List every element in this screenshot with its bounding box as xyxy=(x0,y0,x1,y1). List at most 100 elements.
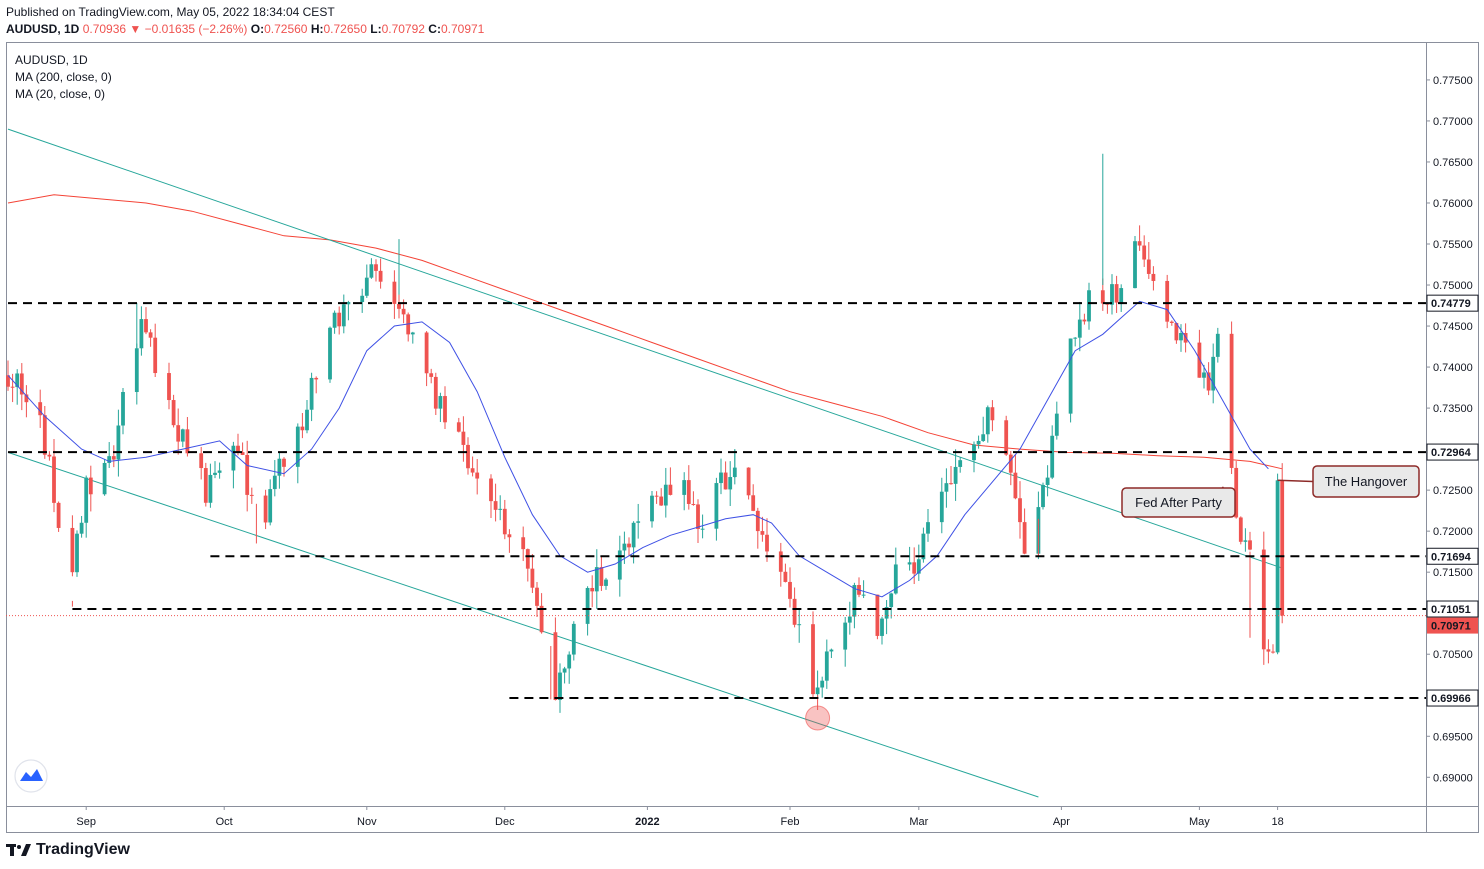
candle-body xyxy=(456,422,461,432)
plot-frame xyxy=(6,42,1479,833)
candle-body xyxy=(686,480,691,504)
candle-body xyxy=(893,564,898,594)
candle-body xyxy=(107,456,112,463)
callout-pointer xyxy=(1277,479,1314,483)
tradingview-logo-icon[interactable] xyxy=(14,759,48,793)
level-price-tag xyxy=(1426,443,1479,461)
candle-body xyxy=(10,386,15,388)
y-tick-label: 0.70500 xyxy=(1433,649,1473,661)
candle-body xyxy=(594,567,599,592)
candle-body xyxy=(1266,649,1271,652)
candle-body xyxy=(52,456,56,503)
candle-body xyxy=(650,495,654,522)
candle-body xyxy=(493,501,498,510)
candle-body xyxy=(337,312,342,327)
candle-body xyxy=(443,396,447,423)
candle-body xyxy=(553,632,558,701)
candle-body xyxy=(976,440,981,445)
candle-body xyxy=(139,319,144,349)
candle-body xyxy=(530,568,535,588)
ma20-line xyxy=(7,300,1269,598)
candle-body xyxy=(360,295,365,303)
candle-body xyxy=(1008,454,1013,473)
callout-label: The Hangover xyxy=(1325,474,1408,489)
candle-body xyxy=(1073,337,1078,339)
candle-body xyxy=(1229,333,1234,468)
candle-body xyxy=(944,483,949,492)
tradingview-mark-icon xyxy=(6,844,31,856)
candle-body xyxy=(590,587,595,592)
symbol-timeframe: AUDUSD, 1D xyxy=(6,22,80,36)
candle-body xyxy=(38,402,43,416)
y-tick-label: 0.72500 xyxy=(1433,485,1473,497)
candle-body xyxy=(755,510,760,532)
candle-body xyxy=(815,687,820,695)
open-label: O: xyxy=(250,22,265,36)
candle-body xyxy=(949,483,953,485)
candle-body xyxy=(916,559,921,574)
footer-brand[interactable]: TradingView xyxy=(6,841,130,859)
candle-body xyxy=(341,304,346,327)
candle-body xyxy=(760,531,765,535)
candle-body xyxy=(1165,280,1170,322)
candle-body xyxy=(410,332,415,335)
legend-ma200: MA (200, close, 0) xyxy=(15,70,112,84)
candle-body xyxy=(765,534,769,552)
candle-body xyxy=(525,549,530,569)
current-price-tag xyxy=(1427,617,1478,634)
candle-body xyxy=(751,495,756,511)
candle-body xyxy=(1087,290,1091,322)
candle-body xyxy=(314,377,319,380)
level-price-tag xyxy=(1426,294,1479,312)
candle-body xyxy=(392,281,397,304)
candle-body xyxy=(1197,342,1202,378)
candle-body xyxy=(985,407,990,435)
ohlc-header: AUDUSD, 1D 0.70936 ▼ −0.01635 (−2.26%) O… xyxy=(6,22,484,36)
trendline-upper-channel xyxy=(7,128,1283,569)
candle-body xyxy=(424,332,429,374)
candle-body xyxy=(231,445,236,471)
candle-body xyxy=(75,533,79,573)
candle-body xyxy=(1018,498,1022,523)
low-highlight-marker xyxy=(805,705,831,731)
candle-body xyxy=(1114,284,1119,303)
x-tick-label: Sep xyxy=(76,816,96,828)
candle-body xyxy=(875,594,880,636)
candle-body xyxy=(401,308,406,315)
candle-body xyxy=(1146,259,1151,274)
legend-symbol: AUDUSD, 1D xyxy=(15,53,88,67)
ma200-line xyxy=(7,194,1283,470)
candle-body xyxy=(958,460,963,467)
candle-body xyxy=(305,409,309,431)
candle-body xyxy=(1243,540,1248,542)
candle-body xyxy=(121,392,125,426)
candle-body xyxy=(208,474,213,503)
candle-body xyxy=(700,528,705,530)
candle-body xyxy=(268,489,273,523)
candle-body xyxy=(1271,651,1275,653)
candle-body xyxy=(19,373,24,395)
candle-body xyxy=(1133,241,1137,289)
candle-body xyxy=(332,312,337,328)
candle-body xyxy=(889,593,894,608)
level-price-label: 0.71051 xyxy=(1431,604,1471,616)
level-price-tag xyxy=(1426,689,1479,707)
candle-body xyxy=(617,550,622,580)
level-price-label: 0.74779 xyxy=(1431,298,1471,310)
candle-body xyxy=(203,468,208,503)
y-tick-label: 0.72000 xyxy=(1433,526,1473,538)
low-label: L: xyxy=(370,22,382,36)
candle-body xyxy=(788,581,792,599)
candle-body xyxy=(1151,273,1156,281)
y-tick-label: 0.76500 xyxy=(1433,157,1473,169)
candle-body xyxy=(663,484,668,506)
price-change: −0.01635 (−2.26%) xyxy=(144,22,248,36)
candle-body xyxy=(1215,333,1220,357)
candle-body xyxy=(567,654,572,669)
candle-body xyxy=(236,445,240,453)
level-price-label: 0.71694 xyxy=(1431,551,1472,563)
candle-body xyxy=(585,587,590,624)
candle-body xyxy=(171,400,176,426)
candle-body xyxy=(88,477,93,495)
